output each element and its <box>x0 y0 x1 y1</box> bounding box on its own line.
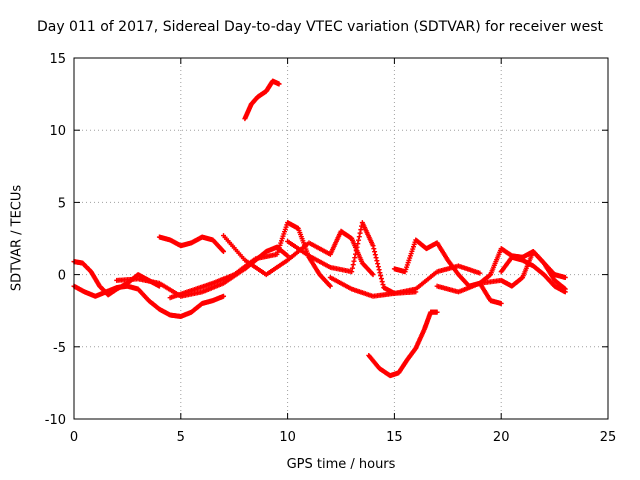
data-point-arc-g <box>380 282 386 288</box>
x-tick-label: 25 <box>600 430 617 445</box>
data-point-arc-j <box>562 274 568 280</box>
data-point-arc-c <box>221 248 227 254</box>
data-point-arc-e <box>327 283 333 289</box>
data-points <box>71 78 568 379</box>
x-tick-label: 20 <box>493 430 510 445</box>
data-point-arc-l <box>562 289 568 295</box>
y-tick-label: 0 <box>58 269 66 284</box>
data-point-arc-g <box>352 255 358 261</box>
data-point-arc-c <box>220 248 226 254</box>
data-point-arc-g <box>378 273 384 279</box>
data-point-arc-g <box>349 265 355 271</box>
data-point-arc-g <box>379 279 385 285</box>
data-point-arc-g <box>377 270 383 276</box>
data-point-arc-g <box>356 237 362 243</box>
data-point-arc-f <box>369 271 375 277</box>
data-point-arc-g <box>353 248 359 254</box>
chart-title: Day 011 of 2017, Sidereal Day-to-day VTE… <box>36 19 604 35</box>
data-point-arc-g <box>358 227 364 233</box>
data-point-arc-g <box>356 234 362 240</box>
data-point-arc-g <box>354 244 360 250</box>
data-point-arc-g <box>371 246 377 252</box>
x-tick-label: 5 <box>177 430 185 445</box>
x-tick-label: 10 <box>279 430 296 445</box>
y-tick-label: -5 <box>53 341 66 356</box>
data-point-arc-g <box>372 249 378 255</box>
data-point-arc-a <box>221 293 227 299</box>
data-point-arc-g <box>349 269 355 275</box>
x-tick-label: 0 <box>70 430 78 445</box>
x-axis-label: GPS time / hours <box>286 457 396 472</box>
data-point-arc-g <box>351 258 357 264</box>
data-point-arc-g <box>372 252 378 258</box>
data-point-arc-g <box>370 243 376 249</box>
y-tick-label: -10 <box>45 413 66 428</box>
data-point-arc-g <box>378 276 384 282</box>
data-point-arc-g <box>374 258 380 264</box>
data-point-arc-g <box>376 267 382 273</box>
data-point-arc-g <box>373 255 379 261</box>
data-point-arc-g <box>375 261 381 267</box>
data-point-arc-g <box>357 230 363 236</box>
x-tick-label: 15 <box>386 430 403 445</box>
axis-ticks: 0 5 10 15 20 25 -10 -5 0 5 10 15 <box>45 52 617 445</box>
data-point-arc-f <box>370 272 376 278</box>
data-point-arc-g <box>350 262 356 268</box>
data-point-arc-low <box>434 309 440 315</box>
plot-frame <box>73 57 609 420</box>
data-point-arc-d <box>285 253 291 259</box>
y-tick-label: 15 <box>49 52 66 67</box>
y-axis-label: SDTVAR / TECUs <box>9 184 25 292</box>
data-point-arc-h <box>477 270 483 276</box>
data-point-arc-i <box>498 300 504 306</box>
data-point-arc-g <box>375 264 381 270</box>
grid <box>74 58 608 419</box>
data-point-arc-high <box>276 81 282 87</box>
data-point-arc-g <box>355 241 361 247</box>
y-tick-label: 10 <box>49 124 66 139</box>
data-point-arc-g <box>352 251 358 257</box>
y-tick-label: 5 <box>58 196 66 211</box>
data-point-arc-e <box>327 282 333 288</box>
